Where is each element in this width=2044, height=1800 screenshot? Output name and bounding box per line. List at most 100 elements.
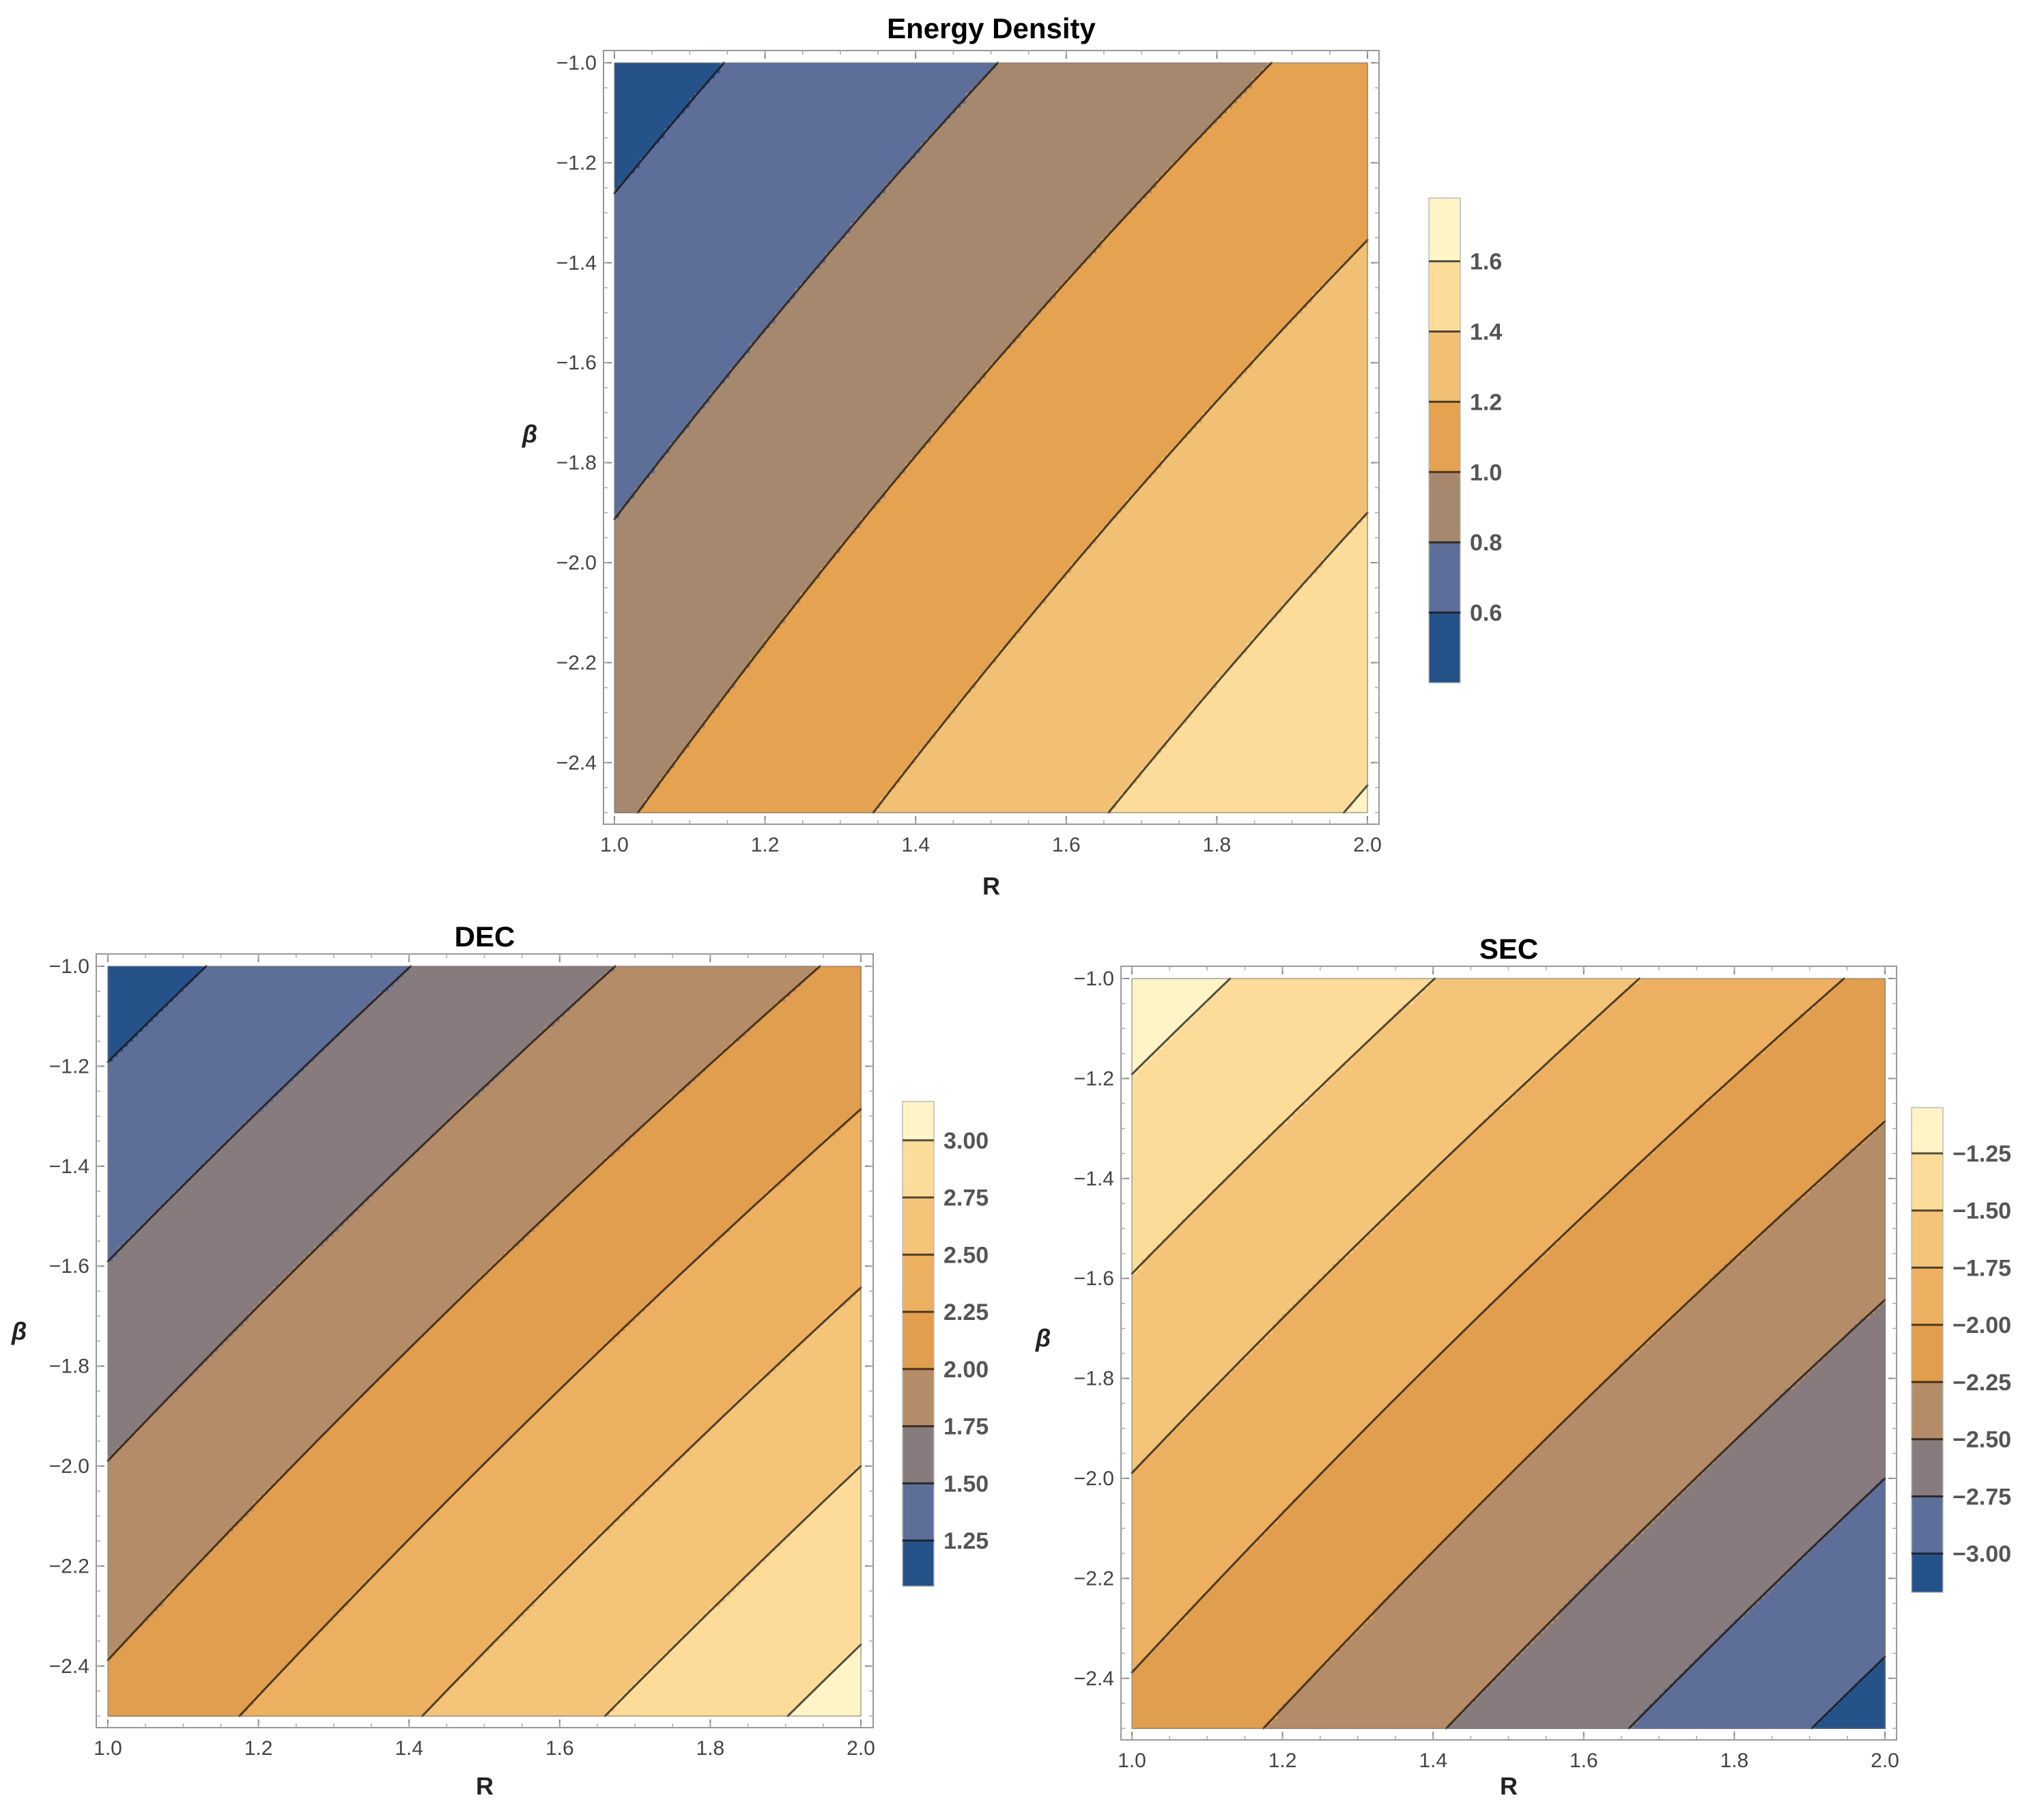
contour-cell [655, 378, 660, 383]
contour-cell [640, 397, 645, 403]
contour-cell [619, 653, 625, 658]
contour-cell [670, 608, 675, 613]
contour-cell [629, 578, 635, 583]
contour-cell [619, 787, 625, 793]
contour-cell [614, 613, 620, 618]
contour-cell [649, 98, 655, 103]
contour-cell [634, 582, 640, 588]
contour-cell [634, 703, 640, 708]
contour-cell [644, 228, 650, 234]
contour-cell [670, 513, 675, 518]
contour-cell [644, 382, 650, 388]
contour-cell [625, 793, 630, 798]
contour-cell [655, 358, 660, 363]
contour-cell [640, 713, 645, 718]
contour-cell [655, 468, 660, 473]
contour-cell [629, 263, 635, 268]
contour-cell [649, 763, 655, 768]
contour-cell [649, 543, 655, 548]
contour-cell [655, 283, 660, 288]
contour-cell [659, 293, 665, 298]
contour-cell [619, 418, 625, 423]
contour-cell [649, 677, 655, 683]
contour-cell [640, 363, 645, 368]
contour-cell [644, 333, 650, 338]
contour-cell [625, 772, 630, 778]
contour-cell [670, 787, 675, 793]
contour-cell [655, 123, 660, 128]
contour-cell [655, 438, 660, 443]
contour-cell [614, 388, 620, 393]
contour-cell [634, 88, 640, 94]
contour-cell [649, 78, 655, 83]
contour-cell [619, 483, 625, 488]
contour-cell [665, 498, 670, 503]
contour-cell [649, 408, 655, 413]
contour-cell [655, 63, 660, 68]
contour-cell [629, 333, 635, 338]
contour-cell [629, 783, 635, 788]
contour-cell [619, 163, 625, 168]
contour-cell [644, 563, 650, 568]
contour-cell [634, 408, 640, 413]
contour-cell [619, 158, 625, 163]
contour-cell [670, 567, 675, 573]
contour-cell [649, 503, 655, 508]
contour-cell [619, 408, 625, 413]
contour-cell [655, 543, 660, 548]
contour-cell [649, 778, 655, 783]
contour-cell [619, 272, 625, 278]
contour-cell [625, 563, 630, 568]
contour-cell [640, 257, 645, 263]
contour-cell [640, 518, 645, 523]
contour-cell [665, 93, 670, 98]
contour-cell [655, 308, 660, 313]
contour-cell [614, 418, 620, 423]
contour-cell [629, 707, 635, 713]
contour-cell [619, 193, 625, 198]
contour-cell [644, 138, 650, 143]
contour-cell [644, 582, 650, 588]
contour-cell [659, 503, 665, 508]
contour-cell [625, 653, 630, 658]
contour-cell [619, 698, 625, 703]
contour-cell [655, 98, 660, 103]
contour-cell [649, 647, 655, 653]
contour-cell [625, 647, 630, 653]
contour-cell [614, 118, 620, 124]
contour-cell [649, 613, 655, 618]
contour-cell [629, 223, 635, 228]
contour-cell [659, 348, 665, 353]
contour-cell [629, 143, 635, 148]
contour-cell [629, 743, 635, 748]
contour-cell [644, 632, 650, 638]
contour-cell [625, 283, 630, 288]
contour-cell [655, 533, 660, 538]
contour-cell [619, 358, 625, 363]
contour-cell [614, 83, 620, 88]
contour-cell [634, 418, 640, 423]
contour-cell [629, 328, 635, 333]
contour-cell [625, 263, 630, 268]
contour-cell [625, 753, 630, 758]
contour-cell [649, 368, 655, 374]
contour-cell [665, 537, 670, 543]
contour-cell [665, 703, 670, 708]
contour-cell [619, 93, 625, 98]
contour-cell [665, 153, 670, 158]
contour-cell [640, 533, 645, 538]
contour-cell [649, 213, 655, 219]
contour-cell [614, 653, 620, 658]
contour-cell [655, 798, 660, 803]
contour-cell [625, 458, 630, 463]
contour-cell [634, 748, 640, 753]
contour-cell [614, 638, 620, 643]
contour-cell [644, 737, 650, 743]
contour-cell [619, 203, 625, 208]
contour-cell [665, 333, 670, 338]
contour-cell [629, 628, 635, 633]
contour-cell [649, 233, 655, 238]
contour-cell [619, 328, 625, 333]
contour-cell [629, 582, 635, 588]
contour-cell [614, 772, 620, 778]
